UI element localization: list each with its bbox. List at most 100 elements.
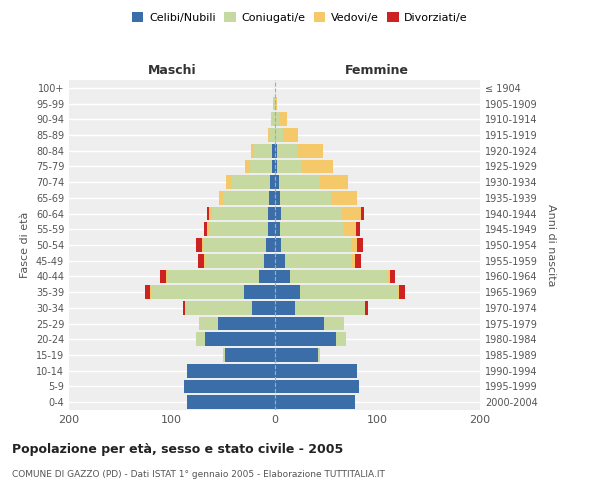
Bar [275,222,280,236]
Bar [187,395,275,409]
Y-axis label: Anni di nascita: Anni di nascita [546,204,556,286]
Bar [206,222,209,236]
Bar [275,144,277,158]
Bar [281,206,343,220]
Bar [196,238,202,252]
Bar [226,175,232,189]
Bar [389,270,395,283]
Bar [151,285,244,299]
Bar [302,160,333,173]
Bar [278,175,320,189]
Bar [275,175,278,189]
Text: Popolazione per età, sesso e stato civile - 2005: Popolazione per età, sesso e stato civil… [12,442,343,456]
Bar [350,238,357,252]
Bar [343,206,361,220]
Bar [278,112,287,126]
Bar [275,160,277,173]
Bar [196,332,205,346]
Bar [219,191,223,205]
Bar [250,160,272,173]
Bar [268,206,275,220]
Bar [275,206,281,220]
Bar [388,270,389,283]
Bar [259,270,275,283]
Bar [184,380,275,394]
Bar [352,254,355,268]
Bar [275,285,300,299]
Bar [280,191,331,205]
Bar [275,316,324,330]
Bar [317,348,320,362]
Bar [297,144,323,158]
Bar [254,144,272,158]
Bar [269,191,275,205]
Bar [202,238,203,252]
Bar [266,238,275,252]
Bar [281,238,350,252]
Bar [356,238,363,252]
Bar [280,222,343,236]
Bar [398,285,399,299]
Bar [275,380,359,394]
Text: COMUNE DI GAZZO (PD) - Dati ISTAT 1° gennaio 2005 - Elaborazione TUTTITALIA.IT: COMUNE DI GAZZO (PD) - Dati ISTAT 1° gen… [12,470,385,479]
Bar [187,364,275,378]
Bar [275,270,290,283]
Bar [209,206,212,220]
Bar [275,128,283,142]
Bar [272,144,275,158]
Bar [185,301,252,315]
Text: Maschi: Maschi [148,64,196,76]
Bar [285,254,352,268]
Bar [277,144,297,158]
Bar [320,175,349,189]
Bar [269,128,275,142]
Y-axis label: Fasce di età: Fasce di età [20,212,30,278]
Bar [203,222,206,236]
Bar [206,206,209,220]
Legend: Celibi/Nubili, Coniugati/e, Vedovi/e, Divorziati/e: Celibi/Nubili, Coniugati/e, Vedovi/e, Di… [128,8,472,28]
Bar [252,301,275,315]
Bar [355,254,361,268]
Bar [365,301,368,315]
Bar [275,254,285,268]
Bar [275,395,355,409]
Bar [275,348,317,362]
Bar [275,364,356,378]
Bar [331,191,356,205]
Bar [209,222,268,236]
Bar [212,206,268,220]
Bar [199,316,218,330]
Bar [160,270,166,283]
Bar [277,160,302,173]
Bar [167,270,259,283]
Bar [356,222,360,236]
Bar [245,160,250,173]
Bar [232,175,271,189]
Bar [166,270,167,283]
Bar [272,160,275,173]
Bar [274,96,275,110]
Bar [223,191,269,205]
Bar [271,112,275,126]
Bar [283,128,298,142]
Bar [205,332,275,346]
Text: Femmine: Femmine [345,64,409,76]
Bar [225,348,275,362]
Bar [300,285,398,299]
Bar [251,144,254,158]
Bar [295,301,365,315]
Bar [203,254,205,268]
Bar [199,254,203,268]
Bar [268,222,275,236]
Bar [324,316,344,330]
Bar [275,112,278,126]
Bar [244,285,275,299]
Bar [203,238,266,252]
Bar [205,254,264,268]
Bar [361,206,364,220]
Bar [275,238,281,252]
Bar [150,285,151,299]
Bar [275,96,277,110]
Bar [343,222,356,236]
Bar [399,285,405,299]
